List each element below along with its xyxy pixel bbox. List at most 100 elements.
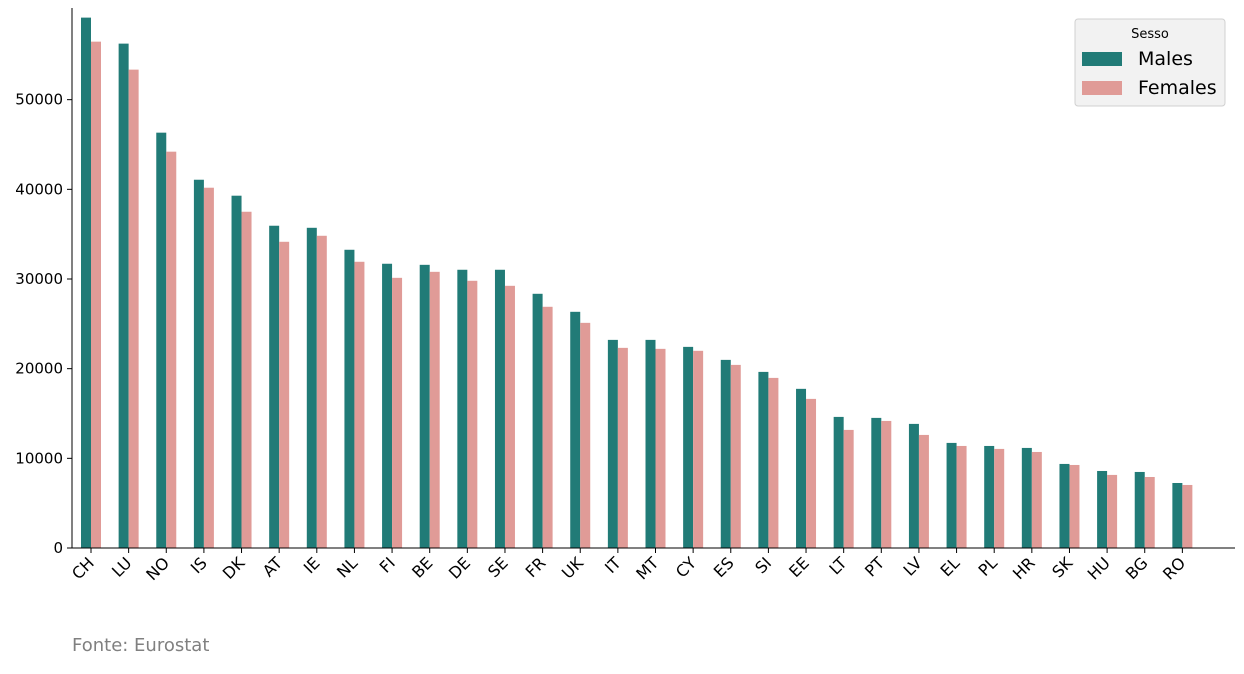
- bar: [908, 423, 919, 548]
- x-tick-label: CY: [672, 553, 700, 581]
- x-tick-label: FI: [376, 553, 399, 576]
- bar: [843, 429, 854, 548]
- x-tick-label: FR: [522, 553, 550, 581]
- x-tick-label: UK: [558, 553, 587, 582]
- bar: [946, 442, 957, 548]
- bar: [542, 306, 553, 548]
- bar: [994, 448, 1005, 548]
- bar: [269, 225, 280, 548]
- bar: [720, 359, 731, 548]
- bar: [730, 364, 741, 548]
- x-tick-label: IE: [300, 553, 324, 577]
- y-tick-label: 50000: [15, 91, 63, 109]
- bar: [354, 261, 365, 548]
- legend-label: Males: [1138, 48, 1193, 70]
- bar: [645, 339, 656, 548]
- bar: [306, 227, 317, 548]
- bar: [1182, 484, 1193, 548]
- bar: [758, 371, 769, 548]
- bar: [494, 269, 505, 548]
- bar: [1069, 464, 1080, 548]
- bar: [316, 235, 327, 548]
- legend-title: Sesso: [1131, 27, 1169, 42]
- x-tick-label: NL: [333, 553, 361, 581]
- x-tick-label: PL: [974, 553, 1001, 580]
- x-tick-label: IT: [601, 553, 625, 577]
- bar: [91, 41, 101, 548]
- bar: [166, 151, 177, 548]
- bar: [1144, 476, 1155, 548]
- bar: [504, 285, 515, 548]
- bar: [1107, 474, 1118, 548]
- bar: [693, 350, 704, 548]
- bar: [1097, 470, 1108, 548]
- bar: [532, 293, 543, 548]
- x-tick-label: SK: [1048, 553, 1076, 581]
- x-tick-label: LV: [900, 553, 926, 579]
- x-tick-label: BG: [1122, 553, 1152, 583]
- x-tick-label: LT: [825, 553, 850, 578]
- x-tick-label: HU: [1084, 553, 1114, 583]
- bar: [806, 398, 817, 548]
- x-tick-label: SI: [751, 553, 775, 577]
- bar: [392, 277, 403, 548]
- y-tick-label: 0: [53, 539, 63, 557]
- bar: [457, 269, 468, 548]
- bar: [382, 263, 393, 548]
- bar: [956, 445, 967, 548]
- bar: [81, 17, 91, 549]
- x-tick-label: EE: [785, 553, 813, 581]
- bar: [429, 271, 440, 548]
- bar: [1134, 471, 1145, 548]
- y-tick-label: 30000: [15, 270, 63, 288]
- x-tick-label: BE: [408, 553, 436, 581]
- bar: [871, 417, 882, 548]
- x-tick-label: LU: [108, 553, 135, 580]
- x-tick-label: ES: [710, 553, 738, 581]
- bar: [203, 187, 214, 548]
- bar: [156, 132, 167, 548]
- x-tick-label: DK: [219, 553, 249, 583]
- bar: [833, 416, 844, 548]
- y-tick-label: 20000: [15, 360, 63, 378]
- bar: [128, 69, 139, 549]
- x-tick-label: RO: [1159, 553, 1189, 583]
- bar: [570, 311, 581, 548]
- x-tick-label: IS: [187, 553, 211, 577]
- x-tick-label: SE: [484, 553, 512, 581]
- bar: [1021, 447, 1032, 548]
- bar: [1031, 451, 1042, 548]
- bar: [193, 179, 204, 548]
- legend: Sesso Males Females: [1074, 18, 1226, 107]
- y-tick-label: 40000: [15, 180, 63, 198]
- bar: [655, 348, 666, 548]
- x-tick-label: CH: [68, 553, 98, 583]
- x-tick-label: NO: [142, 553, 173, 584]
- bar: [984, 445, 995, 548]
- legend-label: Females: [1138, 77, 1217, 99]
- bar: [617, 347, 628, 548]
- x-tick-label: EL: [937, 553, 964, 580]
- legend-swatch: [1082, 52, 1122, 66]
- x-tick-label: MT: [632, 553, 662, 583]
- x-tick-label: DE: [445, 553, 474, 582]
- bar: [683, 346, 694, 548]
- legend-swatch: [1082, 81, 1122, 95]
- x-tick-label: AT: [259, 553, 286, 580]
- bar: [231, 195, 242, 549]
- bar: [918, 434, 929, 548]
- x-tick-label: PT: [861, 553, 888, 580]
- bar: [118, 43, 129, 548]
- bar: [881, 420, 892, 548]
- bar: [467, 280, 478, 548]
- bar: [279, 241, 290, 548]
- source-note: Fonte: Eurostat: [72, 635, 209, 656]
- bar: [1059, 463, 1070, 548]
- bar: [419, 264, 430, 548]
- bar: [607, 339, 618, 548]
- x-tick-label: HR: [1009, 553, 1039, 583]
- bar: [768, 377, 779, 548]
- bar: [1172, 482, 1183, 548]
